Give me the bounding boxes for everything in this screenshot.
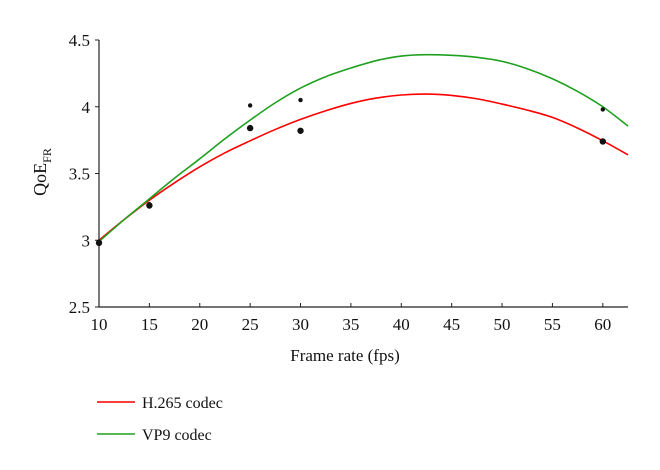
y-tick-label: 4.5: [69, 31, 90, 50]
x-tick-label: 10: [91, 315, 108, 334]
x-tick-label: 60: [594, 315, 611, 334]
series-curve-vp9: [98, 53, 629, 243]
data-point-vp9: [298, 97, 303, 103]
x-tick-label: 30: [292, 315, 309, 334]
data-point-vp9: [600, 107, 606, 112]
x-tick-label: 15: [141, 315, 158, 334]
x-tick-label: 50: [494, 315, 511, 334]
y-tick-label: 2.5: [69, 298, 90, 317]
data-point-h265: [246, 124, 254, 132]
x-tick-label: 55: [544, 315, 561, 334]
x-tick-label: 45: [443, 315, 460, 334]
data-point-vp9: [96, 239, 102, 244]
legend: H.265 codec VP9 codec: [97, 395, 223, 444]
data-point-h265: [599, 138, 607, 145]
x-axis-label: Frame rate (fps): [290, 346, 400, 365]
y-tick-label: 3: [82, 231, 91, 250]
axes: 10 15 20 25 30 35 40 45 50 55 60 2.5 3 3.5 4 4.5: [69, 31, 628, 334]
x-tick-label: 40: [393, 315, 410, 334]
y-tick-label: 3.5: [69, 165, 90, 184]
curves: [98, 53, 629, 243]
legend-label-vp9: VP9 codec: [142, 427, 212, 444]
x-tick-label: 25: [242, 315, 259, 334]
data-point-vp9: [247, 103, 253, 108]
series-curve-h265: [98, 93, 629, 241]
data-point-h265: [297, 127, 304, 134]
y-tick-label: 4: [82, 98, 91, 117]
data-points: [95, 97, 607, 247]
data-point-vp9: [147, 202, 152, 207]
legend-label-h265: H.265 codec: [142, 395, 223, 412]
x-tick-label: 35: [342, 315, 359, 334]
y-axis-label: QoEFR: [30, 148, 54, 196]
y-axis-label-subscript: FR: [40, 148, 54, 163]
x-tick-label: 20: [191, 315, 208, 334]
